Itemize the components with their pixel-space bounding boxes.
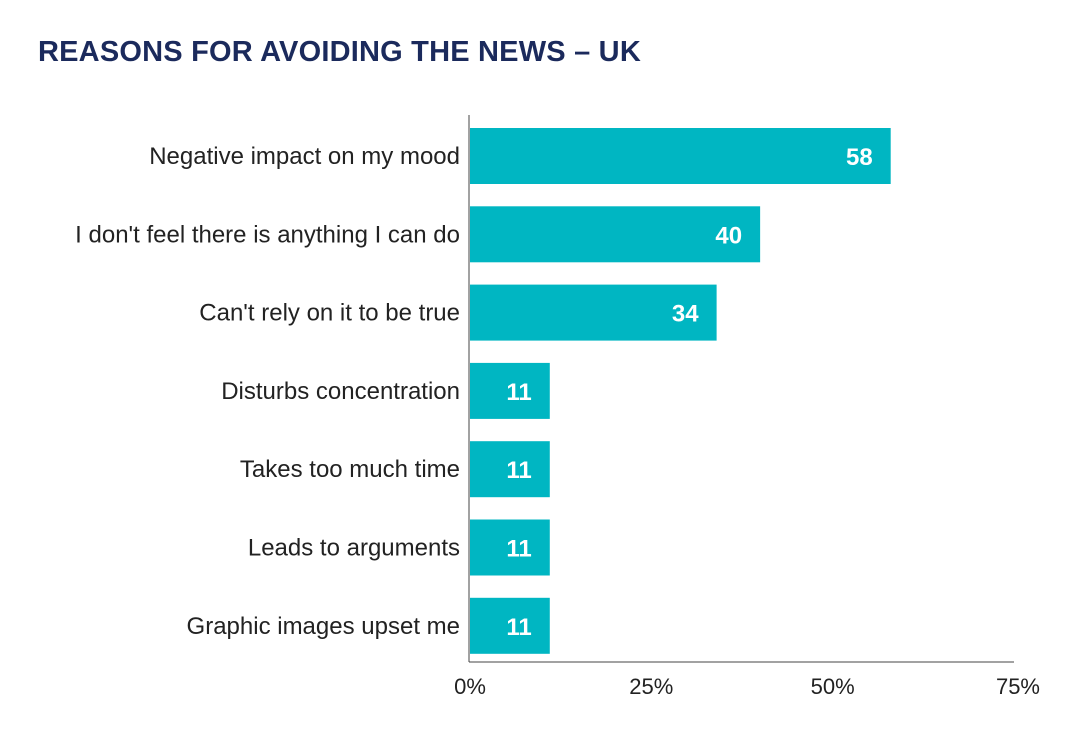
category-label-0: Negative impact on my mood — [149, 143, 460, 170]
category-label-6: Graphic images upset me — [187, 613, 460, 640]
category-label-3: Disturbs concentration — [221, 378, 460, 405]
category-label-1: I don't feel there is anything I can do — [75, 221, 460, 248]
category-label-5: Leads to arguments — [248, 535, 460, 562]
category-label-4: Takes too much time — [240, 456, 460, 483]
value-label-1: 40 — [715, 222, 742, 249]
value-label-3: 11 — [506, 379, 531, 406]
x-tick-label-2: 50% — [811, 674, 855, 699]
x-tick-label-1: 25% — [629, 674, 673, 699]
bar-0 — [470, 128, 891, 184]
bar-1 — [470, 206, 761, 263]
x-tick-label-0: 0% — [454, 674, 486, 699]
value-label-5: 11 — [506, 536, 531, 563]
x-tick-label-3: 75% — [996, 674, 1040, 699]
bar-6 — [470, 597, 550, 654]
value-label-2: 34 — [672, 301, 699, 328]
value-label-6: 11 — [506, 614, 531, 641]
value-label-0: 58 — [846, 144, 873, 171]
bar-3 — [470, 362, 550, 419]
bar-5 — [470, 519, 550, 576]
chart-title: REASONS FOR AVOIDING THE NEWS – UK — [38, 36, 641, 68]
category-label-2: Can't rely on it to be true — [199, 300, 460, 327]
value-label-4: 11 — [506, 457, 531, 484]
bar-2 — [470, 284, 717, 341]
bar-4 — [470, 441, 550, 498]
